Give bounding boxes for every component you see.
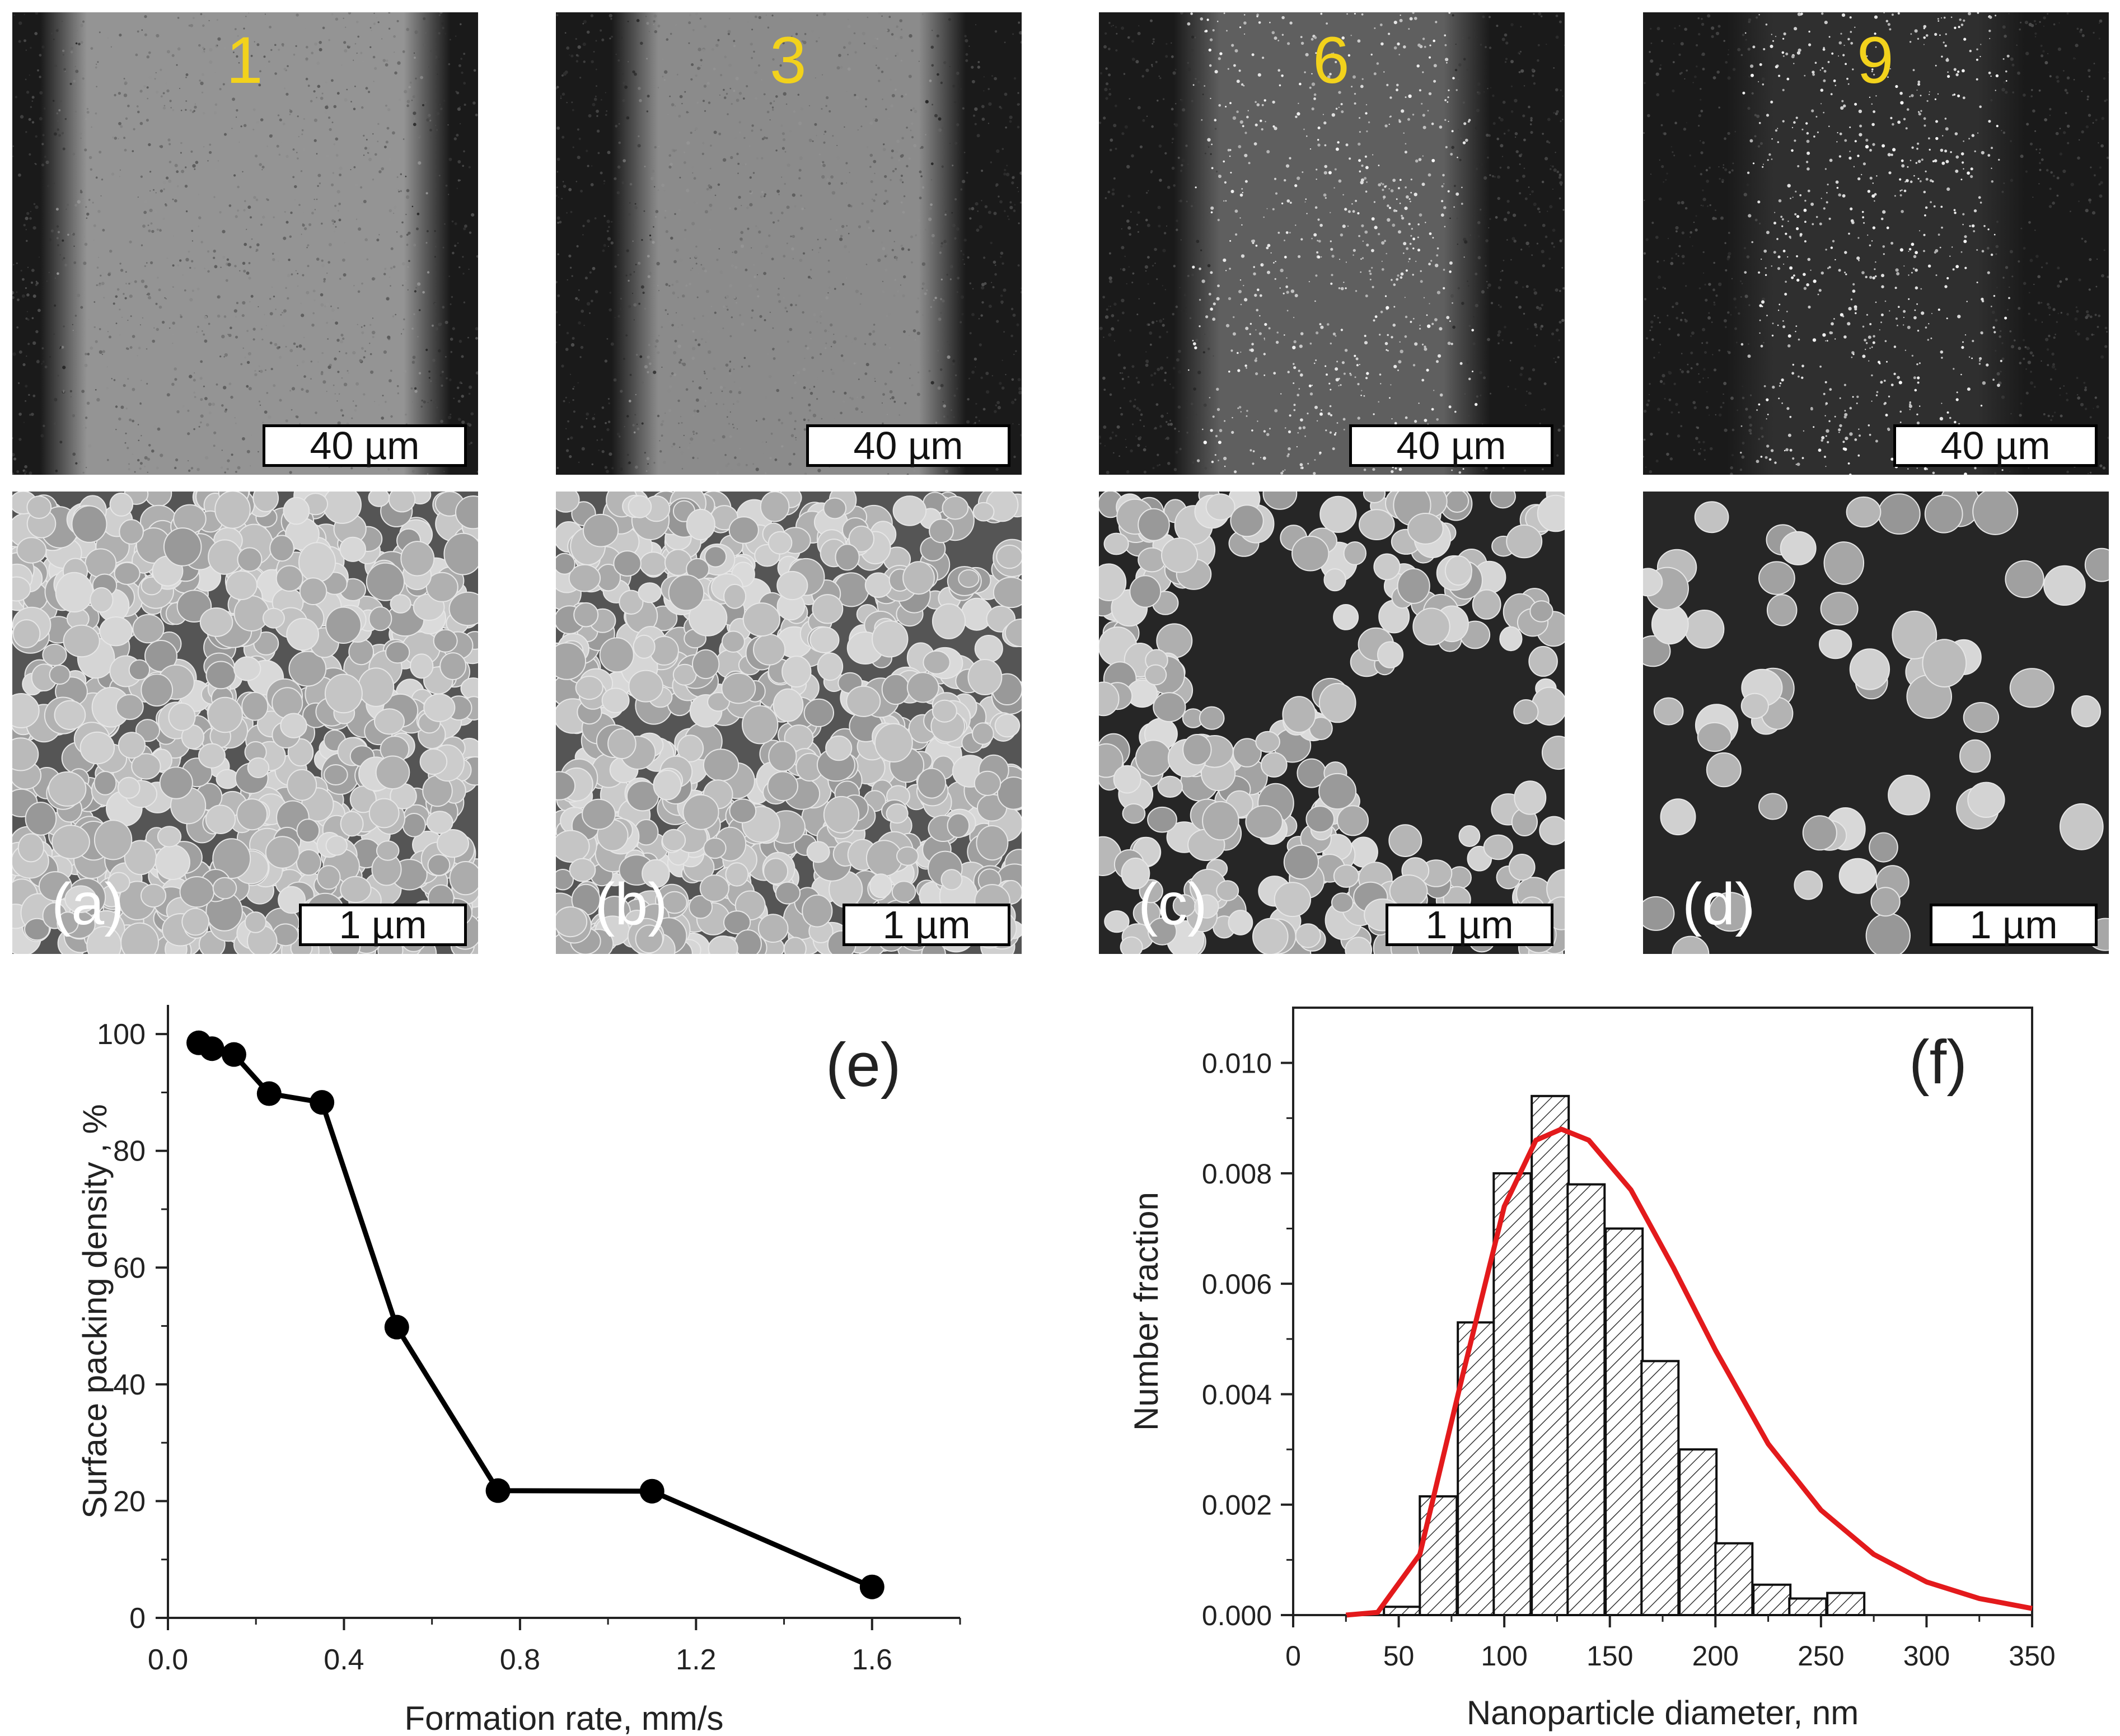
fit-curve [1345, 1126, 2033, 1618]
histogram-bar [1492, 1172, 1532, 1616]
y-tick-label: 100 [97, 1018, 146, 1051]
panel-letter-label: (b) [595, 871, 668, 937]
data-point [310, 1090, 335, 1115]
data-point [221, 1042, 246, 1067]
sample-number-label: 6 [1313, 24, 1350, 97]
sample-number-label: 3 [770, 24, 807, 97]
sem-overview-image [1099, 12, 1565, 475]
y-tick-label: 0 [129, 1602, 146, 1635]
histogram-bar [1383, 1606, 1422, 1617]
sem-closeup-panel-9: (d) 1 µm [1643, 492, 2109, 954]
y-tick-label: 60 [113, 1252, 146, 1284]
data-point [256, 1081, 282, 1106]
x-tick-label: 0.0 [148, 1644, 188, 1676]
sample-number-label: 1 [226, 24, 263, 97]
y-tick-label: 40 [113, 1369, 146, 1401]
sem-overview-panel-9: 9 40 µm [1643, 12, 2109, 475]
y-tick-label: 0.004 [1202, 1379, 1272, 1410]
sem-closeup-image [1643, 492, 2109, 954]
scale-bar-overview: 40 µm [1349, 424, 1553, 467]
y-tick-label: 0.008 [1202, 1158, 1272, 1190]
scale-bar-closeup: 1 µm [843, 904, 1010, 946]
histogram-bar [1788, 1597, 1828, 1616]
histogram-bar [1419, 1495, 1458, 1616]
sem-overview-image [556, 12, 1022, 475]
x-tick-label: 300 [1903, 1640, 1950, 1672]
scale-bar-closeup: 1 µm [1930, 904, 2098, 946]
histogram-bar [1566, 1183, 1606, 1616]
panel-label-e: (e) [826, 1031, 901, 1099]
histogram-bar [1640, 1360, 1680, 1616]
x-tick-label: 50 [1383, 1640, 1415, 1672]
panel-letter-label: (a) [52, 871, 124, 937]
histogram-bar [1531, 1094, 1570, 1616]
histogram-bar [1752, 1583, 1792, 1616]
sem-overview-panel-1: 1 40 µm [12, 12, 478, 475]
x-axis-label: Formation rate, mm/s [404, 1700, 723, 1736]
scale-bar-closeup: 1 µm [1386, 904, 1553, 946]
sample-number-label: 9 [1857, 24, 1894, 97]
x-tick-label: 0.8 [500, 1644, 540, 1676]
series-line [198, 1040, 873, 1589]
scale-bar-closeup: 1 µm [299, 904, 467, 946]
sem-closeup-panel-3: (b) 1 µm [556, 492, 1022, 954]
panel-letter-label: (c) [1138, 871, 1208, 937]
y-tick-label: 0.000 [1202, 1600, 1272, 1631]
y-tick-label: 0.006 [1202, 1269, 1272, 1300]
histogram-bar [1826, 1592, 1866, 1616]
y-axis-label: Number fraction [1127, 1192, 1165, 1431]
sem-closeup-image [556, 492, 1022, 954]
sem-overview-image [1643, 12, 2109, 475]
x-tick-label: 1.2 [676, 1644, 716, 1676]
data-point [384, 1314, 409, 1340]
y-tick-label: 0.010 [1202, 1048, 1272, 1079]
x-tick-label: 350 [2009, 1640, 2055, 1672]
x-tick-label: 150 [1587, 1640, 1633, 1672]
chart-f-size-distribution: 0 50 100 150 200 250 300 350 0.000 0.002 0.004 0.00… [1127, 1007, 2056, 1732]
histogram-bar [1714, 1542, 1754, 1616]
y-axis-label: Surface packing density , % [76, 1104, 114, 1518]
chart-e-packing-density: 0.0 0.4 0.8 1.2 1.6 0 20 40 60 80 100 Formation rat… [76, 1005, 961, 1736]
x-tick-label: 250 [1798, 1640, 1844, 1672]
data-point [639, 1478, 664, 1504]
sem-overview-panel-3: 3 40 µm [556, 12, 1022, 475]
y-tick-label: 0.002 [1202, 1490, 1272, 1521]
x-tick-label: 200 [1692, 1640, 1739, 1672]
sem-closeup-image [12, 492, 478, 954]
scale-bar-overview: 40 µm [1893, 424, 2098, 467]
sem-closeup-panel-1: (a) 1 µm [12, 492, 478, 954]
data-point [199, 1036, 224, 1061]
x-tick-label: 100 [1481, 1640, 1527, 1672]
panel-label-f: (f) [1909, 1028, 1967, 1097]
x-tick-label: 1.6 [852, 1644, 892, 1676]
data-point [485, 1478, 511, 1503]
sem-overview-panel-6: 6 40 µm [1099, 12, 1565, 475]
histogram-bar [1678, 1448, 1718, 1616]
x-tick-label: 0 [1285, 1640, 1301, 1672]
y-tick-label: 20 [113, 1485, 146, 1518]
scale-bar-overview: 40 µm [263, 424, 467, 467]
x-axis-label: Nanoparticle diameter, nm [1467, 1694, 1859, 1732]
x-tick-label: 0.4 [324, 1644, 364, 1676]
panel-letter-label: (d) [1682, 871, 1755, 937]
histogram-bar [1604, 1227, 1644, 1616]
sem-closeup-panel-6: (c) 1 µm [1099, 492, 1565, 954]
scale-bar-overview: 40 µm [806, 424, 1010, 467]
data-point [859, 1574, 884, 1599]
y-tick-label: 80 [113, 1135, 146, 1168]
